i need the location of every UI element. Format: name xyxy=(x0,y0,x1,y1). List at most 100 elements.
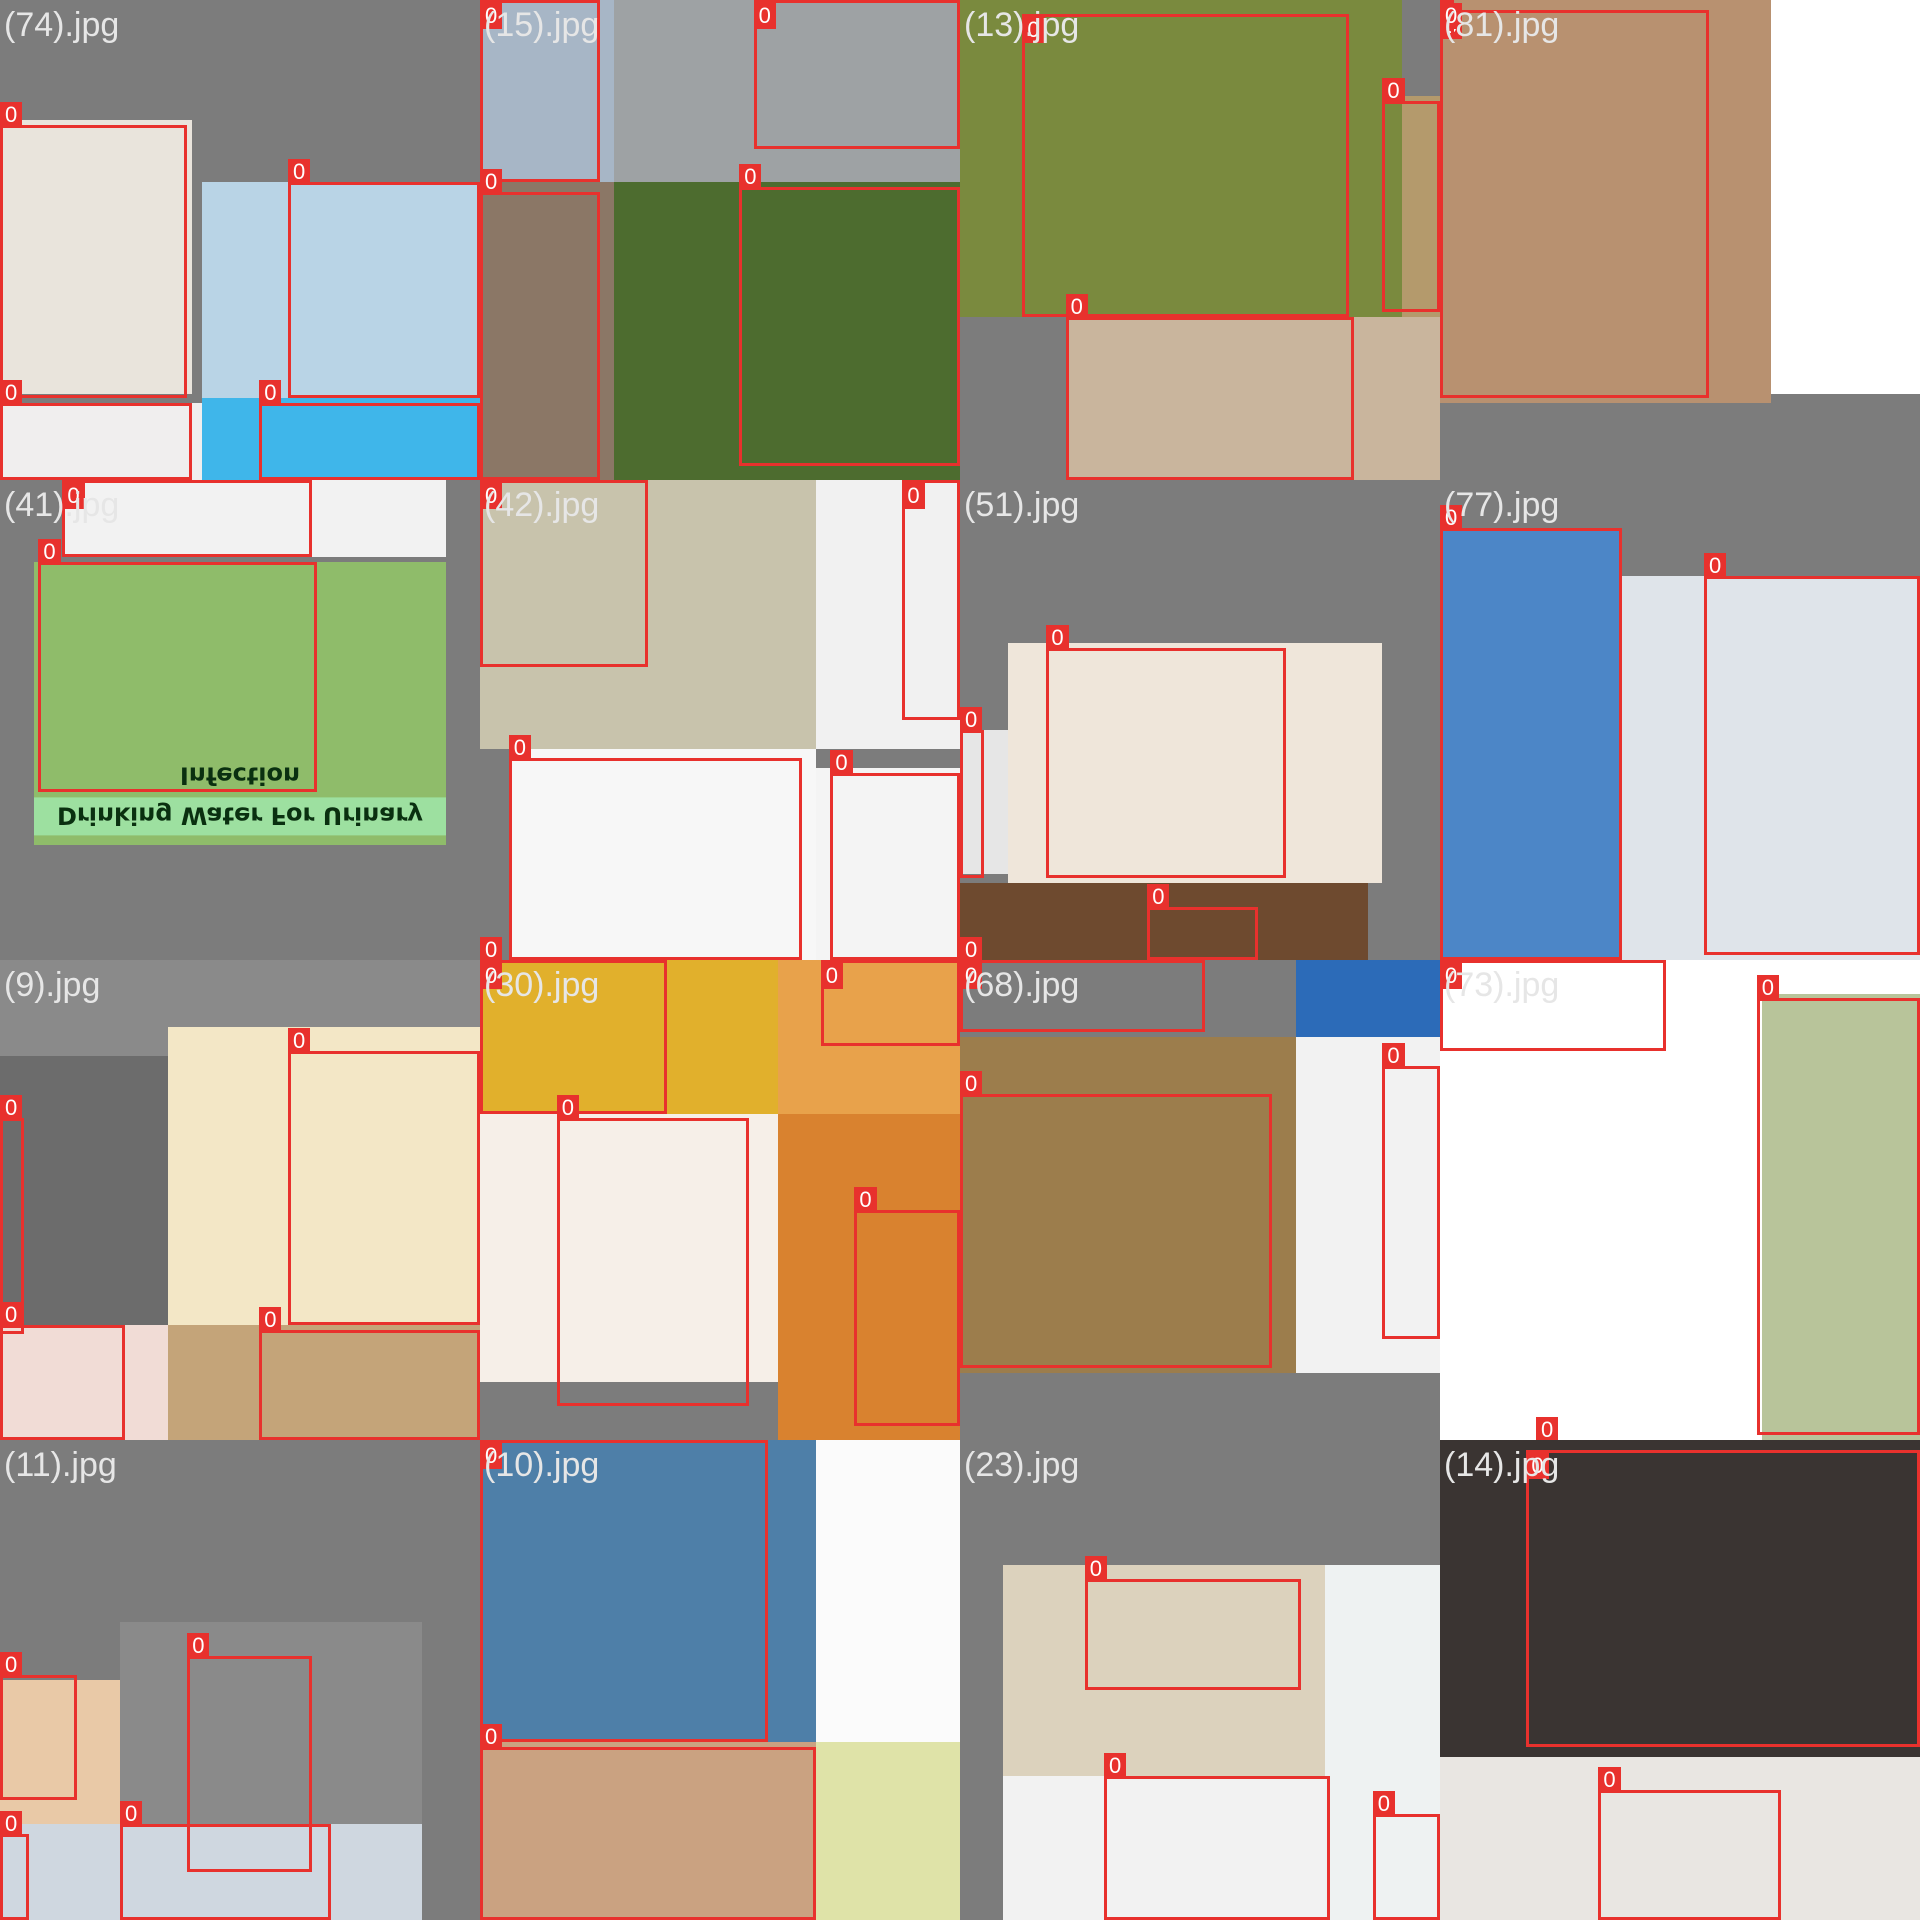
photo-crop xyxy=(0,403,202,480)
detection-box: 0 xyxy=(508,735,802,960)
tile-filename: (68).jpg xyxy=(964,966,1080,1004)
detection-class-label: 0 xyxy=(38,538,61,565)
mosaic-tile: 0 0 0 (13).jpg xyxy=(960,0,1440,480)
detection-class-label: 0 xyxy=(259,1306,282,1333)
mosaic-tile: 0 0 0 0 (30).jpg xyxy=(480,960,960,1440)
detection-box: 0 xyxy=(830,749,960,960)
mosaic-tile: 0 0 0 0 (51).jpg xyxy=(960,480,1440,960)
detection-box: 0 xyxy=(1440,505,1623,960)
detection-class-label: 0 xyxy=(1440,505,1463,531)
tile-filename: (10).jpg xyxy=(484,1446,600,1484)
detection-class-label: 0 xyxy=(902,483,925,509)
photo-crop xyxy=(777,960,960,1114)
photo-crop xyxy=(1324,1564,1440,1920)
mosaic-tile: 0 0 0 0 (15).jpg xyxy=(480,0,960,480)
detection-class-label: 0 xyxy=(1756,975,1780,1002)
photo-crop xyxy=(777,1113,960,1440)
detection-class-label: 0 xyxy=(187,1633,210,1659)
detection-box: 0 xyxy=(1084,1556,1301,1690)
tile-filename: (77).jpg xyxy=(1444,486,1560,524)
detection-box: 0 xyxy=(480,0,600,183)
mosaic-tile: 0 0 0 (23).jpg xyxy=(960,1440,1440,1920)
photo-crop xyxy=(614,182,960,480)
photo-crop xyxy=(1440,528,1623,960)
photo-crop xyxy=(1440,1756,1920,1920)
detection-class-label: 0 xyxy=(1382,1042,1405,1069)
detection-box: 0 xyxy=(820,960,960,1047)
detection-box: 0 xyxy=(753,0,960,149)
tile-filename: (81).jpg xyxy=(1444,6,1560,44)
mosaic-tile: 0 0 0 0 0 (42).jpg xyxy=(480,480,960,960)
detection-class-label: 0 xyxy=(62,483,85,509)
detection-class-label: 0 xyxy=(480,963,503,989)
photo-crop xyxy=(816,768,960,960)
photo-crop xyxy=(1003,1776,1325,1920)
detection-class-label: 0 xyxy=(1065,293,1088,320)
photo-crop xyxy=(1771,0,1920,394)
detection-box: 0 xyxy=(1526,1449,1920,1748)
detection-box: 0 xyxy=(0,1810,29,1920)
detection-box: 0 xyxy=(38,538,317,792)
mosaic-tile: 0 0 0 (73).jpg xyxy=(1440,960,1920,1440)
detection-box: 0 xyxy=(1382,1042,1440,1340)
photo-crop xyxy=(168,1324,480,1440)
detection-box: 0 xyxy=(960,706,984,879)
detection-class-label: 0 xyxy=(1536,1417,1559,1440)
detection-box: 0 xyxy=(1147,884,1258,960)
mosaic-tile: 0 0 (10).jpg xyxy=(480,1440,960,1920)
detection-box: 0 xyxy=(480,1724,816,1920)
tile-filename: (30).jpg xyxy=(484,966,600,1004)
detection-box: 0 xyxy=(1104,1753,1330,1920)
detection-box: 0 xyxy=(1382,77,1440,312)
detection-class-label: 0 xyxy=(1382,77,1405,104)
detection-box: 0 xyxy=(187,1633,312,1872)
tile-filename: (23).jpg xyxy=(964,1446,1080,1484)
photo-crop xyxy=(0,1824,423,1920)
photo-crop xyxy=(480,480,816,749)
detection-box: 0 xyxy=(120,1801,332,1920)
photo-crop xyxy=(480,0,615,183)
detection-class-label: 0 xyxy=(1440,3,1463,29)
tile-filename: (15).jpg xyxy=(484,6,600,44)
detection-box: 0 xyxy=(288,1028,480,1325)
mosaic-tile: 00(81).jpg xyxy=(1440,0,1920,480)
detection-class-label: 0 xyxy=(1704,553,1727,579)
photo-crop xyxy=(480,1742,816,1920)
detection-class-label: 0 xyxy=(0,101,23,128)
mosaic-tile: 0 0 0 0 (74).jpg xyxy=(0,0,480,480)
detection-class-label: 0 xyxy=(480,1443,503,1469)
tile-filename: (42).jpg xyxy=(484,486,600,524)
detection-class-label: 0 xyxy=(1440,963,1463,989)
mosaic-tile: 0 0 0 (68).jpg xyxy=(960,960,1440,1440)
detection-class-label: 0 xyxy=(960,937,983,960)
photo-crop xyxy=(1440,0,1772,404)
photo-crop xyxy=(0,120,192,394)
photo-crop xyxy=(62,480,447,557)
detection-class-label: 0 xyxy=(830,749,853,776)
detection-class-label: 0 xyxy=(0,1652,23,1679)
photo-crop xyxy=(816,1742,960,1920)
detection-class-label: 0 xyxy=(480,169,503,195)
detection-class-label: 0 xyxy=(960,1071,983,1098)
photo-crop xyxy=(1761,993,1920,1440)
detection-class-label: 0 xyxy=(1526,1452,1549,1479)
detection-box: 0 xyxy=(1598,1767,1781,1920)
photo-crop xyxy=(816,480,960,749)
photo-crop xyxy=(960,729,1008,874)
photo-crop xyxy=(1440,1440,1920,1757)
detection-box: 0 xyxy=(1440,960,1666,1052)
mosaic-tile: 0 0 0 0 (9).jpg xyxy=(0,960,480,1440)
detection-class-label: 0 xyxy=(1147,884,1170,911)
photo-crop xyxy=(960,1036,1296,1373)
detection-class-label: 0 xyxy=(753,3,776,29)
detection-class-label: 0 xyxy=(508,735,532,762)
detection-class-label: 0 xyxy=(1084,1556,1108,1583)
detection-box: 0 xyxy=(288,159,480,399)
photo-crop xyxy=(1008,643,1383,884)
detection-class-label: 0 xyxy=(480,937,503,960)
detection-class-label: 0 xyxy=(259,380,282,407)
detection-box: 0 xyxy=(854,1186,960,1426)
photo-crop xyxy=(614,0,960,183)
detection-class-label: 0 xyxy=(1104,1753,1127,1779)
photo-crop xyxy=(1296,960,1440,1037)
